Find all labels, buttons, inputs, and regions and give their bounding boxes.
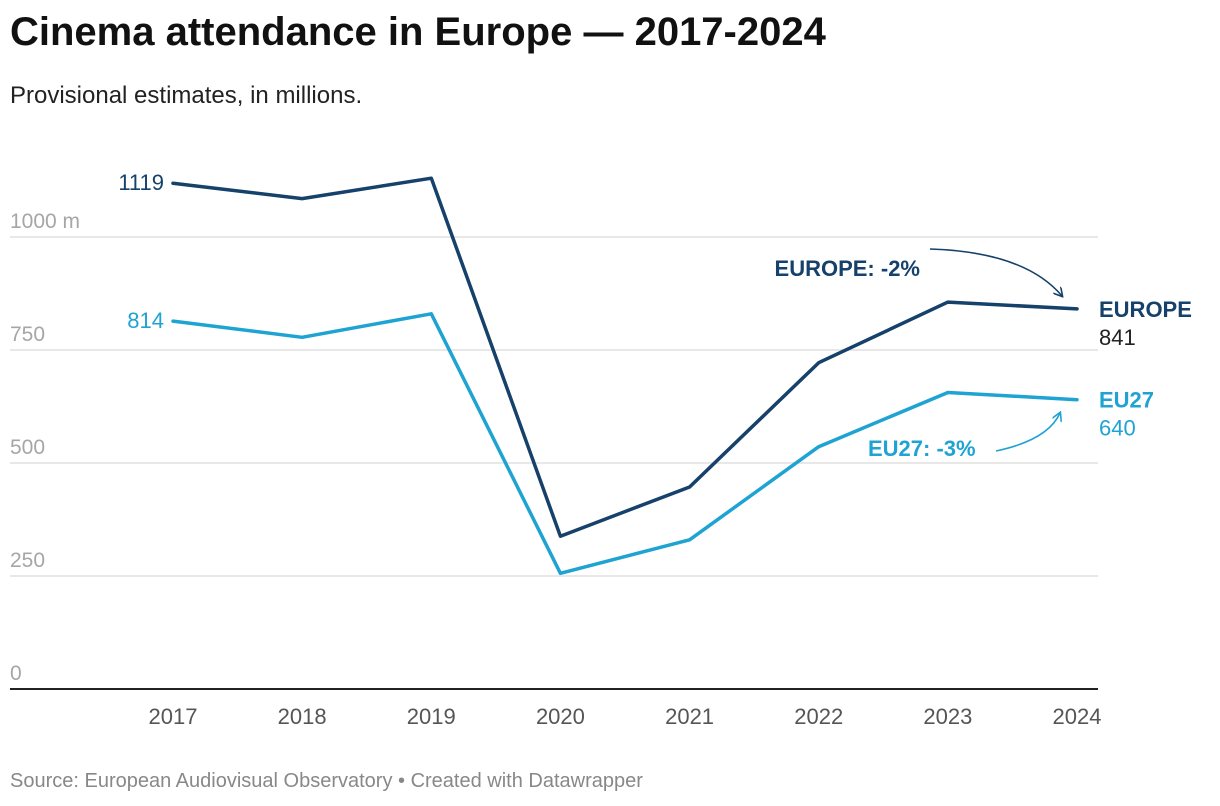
series-line-eu27 — [171, 312, 1079, 576]
chart-title: Cinema attendance in Europe — 2017-2024 — [10, 10, 826, 54]
chart-footer: Source: European Audiovisual Observatory… — [10, 770, 643, 793]
gridlines — [10, 236, 1098, 577]
eu27-end-value: 640 — [1099, 416, 1136, 441]
y-tick-label: 250 — [10, 549, 45, 572]
x-tick-label: 2018 — [278, 704, 327, 729]
y-tick-label: 750 — [10, 323, 45, 346]
x-tick-label: 2022 — [794, 704, 843, 729]
x-tick-label: 2023 — [923, 704, 972, 729]
y-tick-label: 500 — [10, 436, 45, 459]
eu27-start-label: 814 — [127, 308, 164, 333]
y-tick-label: 0 — [10, 662, 22, 685]
europe-change-annotation: EUROPE: -2% — [775, 256, 920, 281]
y-tick-label: 1000 m — [10, 210, 80, 233]
x-tick-label: 2017 — [149, 704, 198, 729]
x-tick-label: 2021 — [665, 704, 714, 729]
europe-end-name: EUROPE — [1099, 297, 1192, 322]
europe-end-value: 841 — [1099, 325, 1136, 350]
direct-labels: 1119 814 EUROPE 841 EU27 640 — [118, 170, 1192, 441]
eu27-change-annotation: EU27: -3% — [868, 436, 976, 461]
x-tick-label: 2024 — [1053, 704, 1102, 729]
eu27-annotation-arrow — [995, 413, 1060, 452]
eu27-end-name: EU27 — [1099, 388, 1154, 413]
europe-annotation-arrow — [929, 248, 1062, 296]
series-line-europe — [171, 176, 1079, 538]
series-lines — [171, 176, 1079, 576]
x-tick-label: 2019 — [407, 704, 456, 729]
x-tick-label: 2020 — [536, 704, 585, 729]
axes: 0 250 500 750 1000 m 2017 2018 2019 2020 2021 2022… — [10, 210, 1101, 729]
chart-subtitle: Provisional estimates, in millions. — [10, 82, 363, 109]
source-note: Source: European Audiovisual Observatory — [10, 770, 393, 792]
credit-note: Created with Datawrapper — [410, 770, 643, 792]
europe-start-label: 1119 — [118, 170, 164, 195]
annotations: EUROPE: -2% EU27: -3% — [775, 248, 1062, 461]
footer-separator: • — [392, 770, 411, 792]
